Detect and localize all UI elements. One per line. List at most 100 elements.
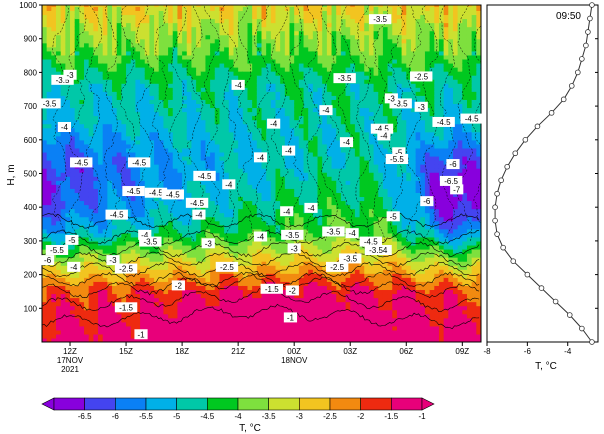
field-cell [261, 321, 267, 327]
field-cell [210, 337, 216, 342]
field-cell [256, 313, 263, 319]
field-cell [224, 58, 230, 64]
field-cell [256, 281, 263, 286]
field-cell [144, 147, 151, 153]
field-cell [172, 325, 179, 331]
field-cell [60, 188, 66, 193]
field-cell [270, 58, 277, 64]
field-cell [172, 107, 179, 113]
field-cell [121, 71, 127, 76]
field-cell [224, 99, 230, 105]
field-cell [163, 91, 169, 96]
field-cell [294, 83, 300, 88]
field-cell [186, 289, 193, 295]
field-cell [74, 22, 80, 28]
field-cell [317, 216, 323, 222]
field-cell [56, 6, 62, 11]
field-cell [228, 58, 235, 64]
field-cell [116, 14, 122, 20]
field-cell [107, 30, 113, 36]
field-cell [280, 281, 286, 286]
field-cell [46, 143, 52, 149]
field-cell [116, 87, 122, 92]
field-cell [74, 301, 80, 307]
field-cell [196, 111, 202, 117]
field-cell [289, 75, 295, 80]
field-cell [51, 151, 57, 157]
field-cell [191, 325, 197, 331]
field-cell [168, 305, 174, 311]
field-cell [289, 224, 295, 230]
field-cell [233, 91, 239, 96]
field-cell [312, 99, 319, 105]
field-cell [56, 151, 62, 157]
field-cell [196, 160, 202, 165]
field-cell [284, 180, 291, 185]
field-cell [56, 95, 62, 100]
field-cell [312, 50, 319, 56]
field-cell [158, 46, 165, 52]
field-cell [168, 325, 174, 331]
field-cell [121, 168, 127, 173]
field-cell [270, 87, 277, 92]
field-cell [84, 87, 90, 92]
field-cell [93, 18, 99, 24]
field-cell [186, 79, 193, 84]
field-cell [266, 240, 272, 246]
field-cell [210, 204, 216, 210]
field-cell [186, 62, 193, 68]
field-cell [135, 87, 141, 92]
field-cell [242, 321, 249, 327]
field-cell [144, 99, 151, 105]
field-cell [65, 293, 71, 299]
field-cell [182, 329, 188, 335]
field-cell [247, 257, 253, 262]
field-cell [42, 297, 48, 303]
field-cell [275, 313, 281, 319]
field-cell [303, 160, 309, 165]
field-cell [144, 38, 151, 44]
field-cell [303, 337, 309, 342]
field-cell [70, 325, 76, 331]
field-cell [126, 87, 132, 92]
field-cell [233, 301, 239, 307]
field-cell [214, 87, 221, 92]
field-cell [102, 87, 108, 92]
field-cell [158, 208, 165, 214]
field-cell [261, 79, 267, 84]
field-cell [275, 325, 281, 331]
field-cell [214, 297, 221, 303]
field-cell [312, 46, 319, 52]
field-cell [154, 293, 160, 299]
field-cell [242, 329, 249, 335]
field-cell [88, 192, 94, 198]
field-cell [266, 277, 272, 282]
field-cell [219, 236, 225, 242]
field-cell [42, 115, 48, 121]
field-cell [242, 325, 249, 331]
field-cell [172, 329, 179, 335]
field-cell [126, 5, 132, 7]
field-cell [154, 123, 160, 129]
field-cell [186, 18, 193, 24]
field-cell [303, 192, 309, 198]
field-cell [261, 143, 267, 149]
field-cell [270, 111, 277, 117]
field-cell [280, 22, 286, 28]
field-cell [191, 253, 197, 258]
field-cell [70, 26, 76, 32]
field-cell [163, 127, 169, 133]
field-cell [224, 273, 230, 278]
field-cell [247, 46, 253, 52]
field-cell [312, 26, 319, 32]
field-cell [154, 337, 160, 342]
field-cell [74, 139, 80, 145]
field-cell [289, 10, 295, 16]
field-cell [275, 232, 281, 238]
field-cell [303, 91, 309, 96]
field-cell [46, 184, 52, 189]
field-cell [182, 22, 188, 28]
field-cell [121, 321, 127, 327]
field-cell [135, 50, 141, 56]
field-cell [121, 160, 127, 165]
